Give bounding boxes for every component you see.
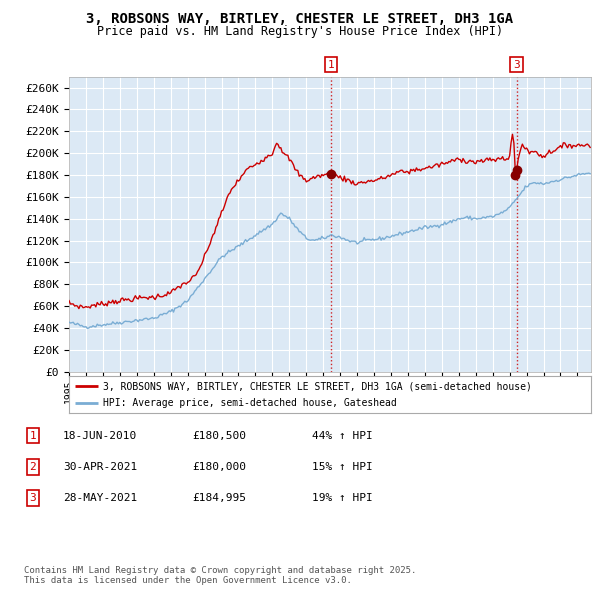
Text: 3: 3 — [513, 60, 520, 70]
Text: 19% ↑ HPI: 19% ↑ HPI — [312, 493, 373, 503]
Text: 44% ↑ HPI: 44% ↑ HPI — [312, 431, 373, 441]
Text: 3: 3 — [29, 493, 37, 503]
Text: HPI: Average price, semi-detached house, Gateshead: HPI: Average price, semi-detached house,… — [103, 398, 397, 408]
Text: 28-MAY-2021: 28-MAY-2021 — [63, 493, 137, 503]
Text: £180,500: £180,500 — [192, 431, 246, 441]
Text: 30-APR-2021: 30-APR-2021 — [63, 462, 137, 472]
Text: Contains HM Land Registry data © Crown copyright and database right 2025.
This d: Contains HM Land Registry data © Crown c… — [24, 566, 416, 585]
Text: 18-JUN-2010: 18-JUN-2010 — [63, 431, 137, 441]
Text: 15% ↑ HPI: 15% ↑ HPI — [312, 462, 373, 472]
Text: 1: 1 — [328, 60, 334, 70]
Text: £180,000: £180,000 — [192, 462, 246, 472]
Text: 3, ROBSONS WAY, BIRTLEY, CHESTER LE STREET, DH3 1GA (semi-detached house): 3, ROBSONS WAY, BIRTLEY, CHESTER LE STRE… — [103, 381, 532, 391]
Text: 3, ROBSONS WAY, BIRTLEY, CHESTER LE STREET, DH3 1GA: 3, ROBSONS WAY, BIRTLEY, CHESTER LE STRE… — [86, 12, 514, 26]
Text: 1: 1 — [29, 431, 37, 441]
Text: Price paid vs. HM Land Registry's House Price Index (HPI): Price paid vs. HM Land Registry's House … — [97, 25, 503, 38]
Text: £184,995: £184,995 — [192, 493, 246, 503]
Text: 2: 2 — [29, 462, 37, 472]
